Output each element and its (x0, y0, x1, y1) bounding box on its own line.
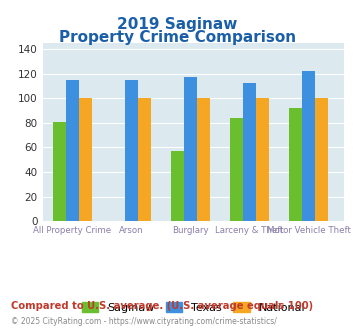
Text: © 2025 CityRating.com - https://www.cityrating.com/crime-statistics/: © 2025 CityRating.com - https://www.city… (11, 317, 277, 326)
Bar (230, 118, 243, 221)
Bar (243, 83, 256, 221)
Bar (315, 98, 328, 221)
Bar (171, 151, 184, 221)
Text: Property Crime Comparison: Property Crime Comparison (59, 30, 296, 45)
Bar (289, 108, 302, 221)
Bar (66, 80, 79, 221)
Bar (256, 98, 269, 221)
Bar (302, 71, 315, 221)
Bar (125, 80, 138, 221)
Bar (53, 121, 66, 221)
Text: Compared to U.S. average. (U.S. average equals 100): Compared to U.S. average. (U.S. average … (11, 301, 313, 311)
Text: 2019 Saginaw: 2019 Saginaw (117, 16, 238, 31)
Bar (184, 77, 197, 221)
Bar (197, 98, 210, 221)
Legend: Saginaw, Texas, National: Saginaw, Texas, National (77, 298, 310, 317)
Bar (138, 98, 151, 221)
Bar (79, 98, 92, 221)
